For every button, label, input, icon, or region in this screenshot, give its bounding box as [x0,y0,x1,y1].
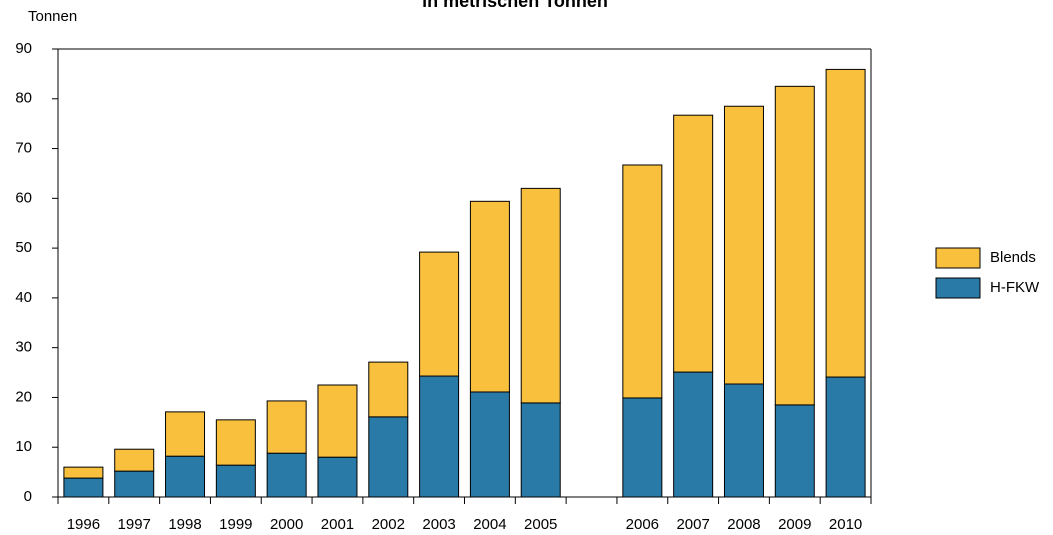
x-tick-label: 2006 [626,516,659,533]
bar-segment [165,455,206,498]
x-tick-label: 1999 [219,516,252,533]
y-tick-label: 40 [15,289,32,306]
bar-segment [520,402,561,498]
bar-segment [825,68,866,378]
x-tick-label: 2003 [422,516,455,533]
bar-segment [266,452,307,498]
bar-segment [266,400,307,454]
legend-label: Blends [990,249,1036,266]
x-tick-label: 2001 [321,516,354,533]
x-tick-label: 1998 [168,516,201,533]
y-tick-label: 80 [15,90,32,107]
bar-segment [622,164,663,399]
y-tick-label: 70 [15,140,32,157]
x-tick-label: 1997 [118,516,151,533]
bar-segment [368,361,409,418]
bar-segment [419,251,460,377]
bar-segment [368,416,409,498]
x-tick-label: 2010 [829,516,862,533]
bar-segment [520,187,561,404]
x-tick-label: 2009 [778,516,811,533]
bar-segment [774,404,815,498]
y-tick-label: 50 [15,239,32,256]
bar-segment [114,470,155,498]
y-tick-label: 20 [15,388,32,405]
x-tick-label: 2004 [473,516,506,533]
bar-segment [673,114,714,373]
y-tick-label: 30 [15,339,32,356]
bar-segment [419,375,460,498]
x-tick-label: 2005 [524,516,557,533]
bar-segment [114,448,155,472]
y-axis-label: Tonnen [28,8,77,25]
legend-swatch [935,247,981,269]
bar-segment [774,85,815,406]
bar-segment [317,456,358,498]
bar-segment [469,200,510,393]
bar-segment [165,411,206,457]
bar-segment [673,371,714,498]
bar-segment [63,477,104,498]
y-tick-label: 60 [15,189,32,206]
bar-segment [723,383,764,498]
x-tick-label: 2002 [372,516,405,533]
bar-segment [723,105,764,385]
bar-segment [469,391,510,498]
bar-segment [63,466,104,479]
y-tick-label: 90 [15,40,32,57]
y-tick-label: 10 [15,438,32,455]
legend-swatch [935,277,981,299]
bar-segment [215,464,256,498]
x-tick-label: 2008 [727,516,760,533]
legend-label: H-FKW [990,279,1040,296]
x-tick-label: 2007 [676,516,709,533]
x-tick-label: 2000 [270,516,303,533]
bar-segment [317,384,358,458]
bar-segment [215,419,256,466]
y-tick-label: 0 [24,488,32,505]
x-tick-label: 1996 [67,516,100,533]
chart-title: in metrischen Tonnen [422,0,608,11]
bar-segment [825,376,866,498]
bar-segment [622,397,663,498]
